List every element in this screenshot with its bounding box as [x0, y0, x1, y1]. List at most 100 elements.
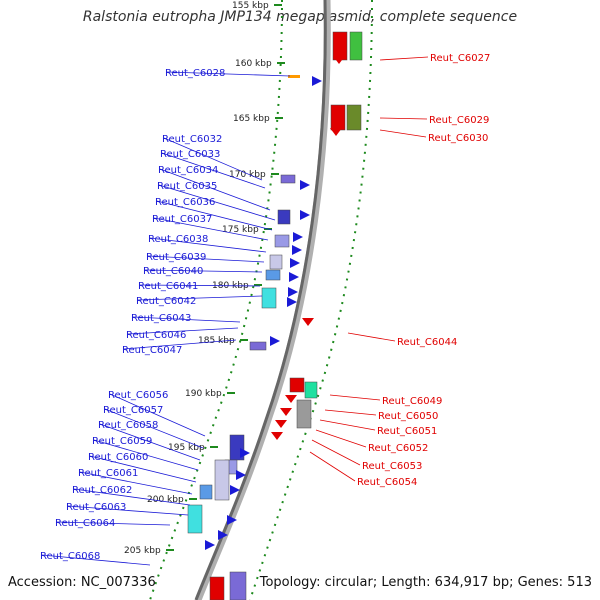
gene-label-right: Reut_C6050 — [378, 411, 438, 422]
leader-line — [309, 451, 356, 482]
gene-label-right: Reut_C6054 — [357, 477, 417, 488]
gene-label-left: Reut_C6036 — [155, 197, 215, 208]
gene-block — [288, 75, 300, 78]
map-title: Ralstonia eutropha JMP134 megaplasmid, c… — [82, 9, 518, 25]
gene-arrow — [288, 287, 298, 297]
summary-text: Topology: circular; Length: 634,917 bp; … — [259, 575, 592, 590]
gene-block — [330, 104, 346, 131]
gene-arrow — [300, 180, 310, 190]
tick-label: 190 kbp — [185, 389, 222, 399]
gene-arrow — [227, 515, 237, 525]
gene-label-right: Reut_C6053 — [362, 461, 422, 472]
gene-arrow — [312, 76, 322, 86]
leader-line — [123, 339, 237, 350]
leader-line — [379, 129, 427, 138]
gene-block — [346, 104, 362, 131]
gene-label-left: Reut_C6064 — [55, 518, 115, 529]
gene-block — [229, 571, 247, 600]
leader-line — [144, 269, 263, 273]
gene-arrow — [236, 470, 246, 480]
leader-line — [127, 327, 239, 335]
gene-arrow — [240, 448, 250, 458]
gene-arrow — [271, 432, 283, 440]
leader-line — [158, 184, 276, 221]
gene-label-left: Reut_C6057 — [103, 405, 163, 416]
leader-line — [166, 71, 291, 77]
gene-arrow — [230, 485, 240, 495]
leader-line — [139, 284, 261, 287]
leader-line — [104, 408, 204, 449]
gene-label-right: Reut_C6030 — [428, 133, 488, 144]
gene-label-left: Reut_C6032 — [162, 134, 222, 145]
gene-label-right: Reut_C6029 — [429, 115, 489, 126]
leader-line — [137, 295, 263, 301]
tick-label: 165 kbp — [233, 114, 270, 124]
gene-arrow — [280, 408, 292, 416]
gene-arrow — [275, 420, 287, 428]
gene-arrow — [300, 210, 310, 220]
gene-label-left: Reut_C6028 — [165, 68, 225, 79]
gene-label-right: Reut_C6051 — [377, 426, 437, 437]
gene-label-right: Reut_C6027 — [430, 53, 490, 64]
gene-block — [332, 31, 348, 61]
gene-label-left: Reut_C6034 — [158, 165, 218, 176]
leader-line — [89, 455, 197, 483]
gene-block — [187, 504, 203, 534]
gene-label-left: Reut_C6038 — [148, 234, 208, 245]
gene-label-left: Reut_C6058 — [98, 420, 158, 431]
gene-arrow — [289, 272, 299, 282]
gene-block — [289, 377, 305, 393]
gene-arrow — [290, 258, 300, 268]
gene-label-left: Reut_C6061 — [78, 468, 138, 479]
leader-line — [79, 471, 193, 495]
gene-block — [296, 399, 312, 429]
leader-line — [67, 505, 189, 516]
gene-label-left: Reut_C6046 — [126, 330, 186, 341]
gene-label-right: Reut_C6044 — [397, 337, 457, 348]
tick-label: 200 kbp — [147, 495, 184, 505]
gene-block — [249, 341, 267, 351]
gene-arrow — [270, 336, 280, 346]
tick-label: 185 kbp — [198, 336, 235, 346]
leader-line — [315, 429, 367, 448]
leader-line — [149, 237, 267, 253]
leader-line — [379, 56, 429, 61]
leader-line — [73, 488, 191, 506]
leader-line — [153, 217, 269, 241]
gene-label-left: Reut_C6059 — [92, 436, 152, 447]
leader-line — [109, 393, 206, 437]
leader-line — [319, 419, 376, 431]
leader-line — [161, 152, 266, 189]
tick-label: 175 kbp — [222, 225, 259, 235]
gene-arrow — [333, 56, 345, 64]
gene-block — [274, 234, 290, 248]
tick-label: 195 kbp — [168, 443, 205, 453]
gene-block — [209, 576, 225, 600]
leader-line — [147, 255, 265, 263]
tick-label: 160 kbp — [235, 59, 272, 69]
gene-block — [261, 287, 277, 309]
leader-line — [163, 137, 263, 181]
leader-line — [329, 394, 381, 401]
leader-line — [324, 409, 377, 416]
gene-arrow — [287, 297, 297, 307]
gene-block — [265, 269, 281, 281]
gene-block — [349, 31, 363, 61]
gene-arrow — [293, 232, 303, 242]
tick-label: 155 kbp — [232, 1, 269, 11]
gene-arrow — [330, 128, 342, 136]
gene-block — [199, 484, 213, 500]
backbone-line — [194, 0, 327, 600]
tick-label: 170 kbp — [229, 170, 266, 180]
gene-block — [304, 381, 318, 399]
tick-label: 205 kbp — [124, 546, 161, 556]
gene-block — [280, 174, 296, 184]
gene-arrow — [205, 540, 215, 550]
gene-label-left: Reut_C6062 — [72, 485, 132, 496]
gene-label-left: Reut_C6033 — [160, 149, 220, 160]
gene-arrow — [285, 395, 297, 403]
leader-line — [379, 117, 428, 120]
leader-line — [156, 200, 273, 231]
gene-arrow — [218, 530, 228, 540]
